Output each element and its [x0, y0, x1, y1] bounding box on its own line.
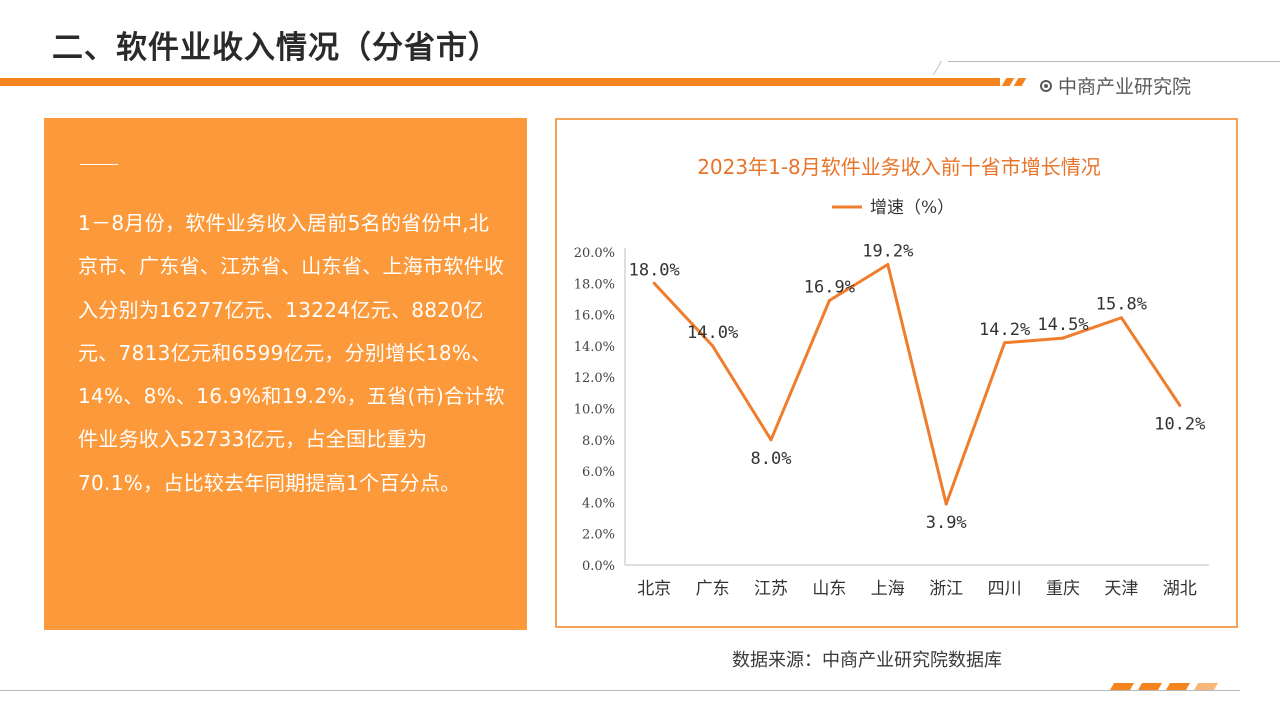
x-tick-label: 上海 [871, 579, 905, 599]
y-tick-label: 12.0% [574, 371, 615, 386]
data-point [1119, 316, 1123, 320]
brand-logo: 中商产业研究院 [1040, 72, 1191, 99]
brand-name: 中商产业研究院 [1058, 76, 1192, 98]
data-label: 14.0% [687, 323, 738, 343]
series-line-growth [653, 263, 1182, 506]
bottom-slash-4 [1193, 683, 1219, 690]
y-tick-label: 14.0% [574, 340, 615, 355]
data-label: 10.2% [1154, 414, 1205, 434]
y-tick-label: 20.0% [574, 246, 615, 261]
data-point [711, 344, 715, 348]
data-label: 14.5% [1037, 315, 1088, 335]
data-label: 18.0% [629, 260, 680, 280]
chart-container: 2023年1-8月软件业务收入前十省市增长情况 增速（%） 0.0% 2.0% 4.… [555, 118, 1238, 628]
data-point [1003, 341, 1007, 345]
data-point [1178, 403, 1182, 407]
x-tick-label: 重庆 [1046, 579, 1080, 599]
y-tick-label: 0.0% [582, 559, 615, 574]
legend-label: 增速（%） [870, 198, 954, 218]
brand-circle-icon [1040, 79, 1052, 92]
data-point [944, 502, 948, 506]
x-tick-label: 山东 [812, 579, 846, 599]
chart-legend: 增速（%） [832, 198, 954, 218]
bottom-slash-2 [1137, 683, 1163, 690]
top-divider [948, 61, 1280, 62]
line-chart: 2023年1-8月软件业务收入前十省市增长情况 增速（%） 0.0% 2.0% 4.… [574, 155, 1209, 599]
x-tick-label: 天津 [1104, 579, 1138, 599]
data-label: 8.0% [751, 449, 792, 469]
summary-panel: 1－8月份，软件业务收入居前5名的省份中,北京市、广东省、江苏省、山东省、上海市… [44, 118, 527, 630]
data-source: 数据来源：中商产业研究院数据库 [732, 650, 1002, 671]
data-label: 16.9% [804, 278, 855, 298]
y-tick-label: 16.0% [574, 309, 615, 324]
x-tick-label: 湖北 [1163, 579, 1197, 599]
data-label: 3.9% [926, 513, 967, 533]
data-point [886, 263, 890, 267]
panel-rule [80, 164, 118, 165]
data-label: 19.2% [862, 242, 913, 262]
page-title: 二、软件业收入情况（分省市） [52, 30, 500, 66]
y-tick-label: 8.0% [582, 434, 615, 449]
x-tick-label: 江苏 [754, 579, 788, 599]
data-point [1061, 336, 1065, 340]
chart-title: 2023年1-8月软件业务收入前十省市增长情况 [697, 155, 1101, 179]
data-point [827, 299, 831, 303]
bottom-slash-3 [1165, 683, 1191, 690]
title-slash-1 [1001, 78, 1015, 86]
top-divider-diagonal [932, 61, 942, 75]
y-tick-label: 2.0% [582, 528, 615, 543]
bottom-divider [0, 690, 1240, 691]
data-point [769, 438, 773, 442]
y-tick-label: 6.0% [582, 465, 615, 480]
x-tick-label: 浙江 [929, 579, 963, 599]
x-tick-label: 北京 [637, 579, 671, 599]
y-tick-label: 4.0% [582, 496, 615, 511]
data-label: 14.2% [979, 320, 1030, 340]
title-underline-bar [0, 78, 1000, 86]
x-tick-label: 四川 [988, 579, 1022, 599]
y-tick-label: 10.0% [574, 403, 615, 418]
data-label: 15.8% [1096, 295, 1147, 315]
title-slash-2 [1013, 78, 1027, 86]
x-tick-label: 广东 [696, 579, 730, 599]
y-tick-label: 18.0% [574, 277, 615, 292]
data-point [652, 281, 656, 285]
bottom-slash-1 [1109, 683, 1135, 690]
summary-paragraph: 1－8月份，软件业务收入居前5名的省份中,北京市、广东省、江苏省、山东省、上海市… [78, 211, 505, 495]
